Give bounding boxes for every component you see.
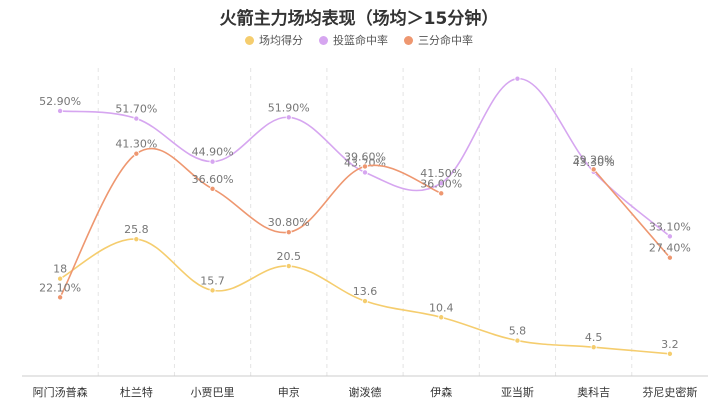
legend-label-3p: 三分命中率 (418, 34, 473, 47)
data-point[interactable] (438, 180, 445, 187)
data-label: 27.40% (649, 242, 691, 255)
x-tick-label: 谢泼德 (349, 385, 382, 399)
data-point[interactable] (514, 75, 521, 82)
data-label: 15.7 (200, 274, 225, 287)
data-label: 43.30% (573, 156, 615, 169)
data-label: 33.10% (649, 220, 691, 233)
series-line (593, 168, 671, 259)
data-point[interactable] (133, 150, 140, 157)
legend-item-score[interactable]: 场均得分 (245, 32, 303, 48)
data-label: 36.00% (420, 177, 462, 190)
data-point[interactable] (438, 190, 445, 197)
x-tick-label: 亚当斯 (501, 385, 534, 399)
data-point[interactable] (209, 158, 216, 165)
legend-label-score: 场均得分 (259, 34, 303, 47)
data-label: 10.4 (429, 301, 454, 314)
data-point[interactable] (209, 185, 216, 192)
data-point[interactable] (361, 169, 368, 176)
series-line (60, 77, 671, 237)
x-tick-label: 奥科吉 (577, 385, 610, 399)
legend-item-3p[interactable]: 三分命中率 (404, 32, 473, 48)
data-point[interactable] (514, 337, 521, 344)
data-point[interactable] (361, 298, 368, 305)
data-point[interactable] (57, 294, 64, 301)
data-point[interactable] (438, 314, 445, 321)
data-label: 51.90% (268, 101, 310, 114)
data-label: 20.5 (277, 250, 302, 263)
data-label: 22.10% (39, 281, 81, 294)
x-tick-label: 小贾巴里 (191, 386, 235, 399)
data-point[interactable] (666, 233, 673, 240)
data-label: 41.50% (420, 167, 462, 180)
legend-dot-fg (319, 35, 328, 45)
data-point[interactable] (590, 166, 597, 173)
data-label: 4.5 (585, 331, 603, 344)
data-point[interactable] (285, 263, 292, 270)
chart-legend: 场均得分 投篮命中率 三分命中率 (0, 32, 718, 48)
data-point[interactable] (590, 344, 597, 351)
x-tick-label: 伊森 (430, 385, 452, 399)
data-label: 44.90% (192, 146, 234, 159)
data-point[interactable] (666, 350, 673, 357)
x-tick-label: 阿门汤普森 (33, 385, 88, 399)
data-label: 18 (53, 263, 67, 276)
data-label: 25.8 (124, 223, 149, 236)
data-label: 13.6 (353, 285, 378, 298)
legend-item-fg[interactable]: 投篮命中率 (319, 32, 388, 48)
legend-dot-score (245, 35, 254, 45)
data-label: 39.60% (344, 150, 386, 163)
x-tick-label: 芬尼史密斯 (642, 385, 697, 399)
series-line (59, 238, 670, 355)
data-point[interactable] (666, 254, 673, 261)
data-label: 43.20% (344, 156, 386, 169)
legend-dot-3p (404, 35, 413, 45)
data-label: 41.30% (115, 138, 157, 151)
data-point[interactable] (133, 236, 140, 243)
data-point[interactable] (285, 229, 292, 236)
data-point[interactable] (133, 115, 140, 122)
data-label: 39.20% (573, 153, 615, 166)
data-label: 51.70% (115, 103, 157, 116)
data-label: 30.80% (268, 216, 310, 229)
data-label: 3.2 (661, 338, 679, 351)
data-label: 52.90% (39, 95, 81, 108)
data-label: 36.60% (192, 173, 234, 186)
data-label: 5.8 (509, 325, 527, 338)
data-point[interactable] (361, 163, 368, 170)
data-point[interactable] (57, 107, 64, 114)
data-point[interactable] (285, 114, 292, 121)
x-tick-label: 申京 (278, 385, 300, 399)
data-point[interactable] (57, 275, 64, 282)
chart-title: 火箭主力场均表现（场均＞15分钟） (219, 9, 499, 29)
legend-label-fg: 投篮命中率 (333, 34, 388, 47)
x-tick-label: 杜兰特 (120, 385, 153, 399)
data-point[interactable] (209, 287, 216, 294)
